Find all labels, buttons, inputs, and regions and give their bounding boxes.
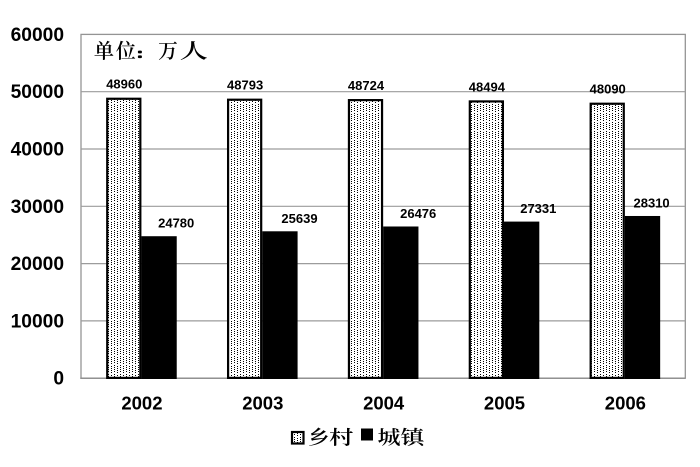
svg-text:10000: 10000 [11, 311, 64, 332]
svg-text:2003: 2003 [242, 393, 283, 414]
svg-text:27331: 27331 [520, 201, 556, 216]
svg-text:2006: 2006 [605, 393, 646, 414]
svg-text:48793: 48793 [227, 78, 263, 93]
svg-text:28310: 28310 [634, 195, 670, 210]
svg-text:24780: 24780 [158, 216, 194, 231]
svg-text:2002: 2002 [121, 393, 162, 414]
svg-text:2005: 2005 [484, 393, 525, 414]
svg-text:60000: 60000 [11, 25, 64, 46]
svg-text:2004: 2004 [363, 393, 405, 414]
svg-text:25639: 25639 [281, 211, 317, 226]
svg-text:40000: 40000 [11, 140, 64, 161]
svg-text:48090: 48090 [590, 82, 626, 97]
svg-text:48724: 48724 [348, 78, 385, 93]
svg-text:0: 0 [53, 369, 64, 390]
svg-text:30000: 30000 [11, 197, 64, 218]
svg-text:48494: 48494 [469, 79, 506, 94]
svg-text:20000: 20000 [11, 254, 64, 275]
svg-text:26476: 26476 [400, 206, 436, 221]
svg-text:48960: 48960 [106, 77, 142, 92]
svg-text:50000: 50000 [11, 82, 64, 103]
